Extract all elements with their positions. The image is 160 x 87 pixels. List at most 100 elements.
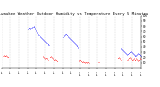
Point [80,60,83,62]
Point [55,60,58,61]
Point [137,53,140,54]
Point [128,57,131,59]
Point [32,25,35,27]
Point [4,56,6,57]
Point [126,59,128,61]
Point [47,44,50,46]
Point [134,56,137,57]
Point [126,59,129,60]
Point [86,61,88,63]
Point [34,28,37,29]
Point [121,48,123,50]
Point [39,36,42,37]
Point [2,55,5,57]
Point [77,46,79,48]
Point [76,46,79,47]
Point [7,57,9,58]
Point [123,51,126,52]
Point [139,58,142,59]
Point [30,27,33,28]
Point [69,38,72,40]
Point [79,59,81,60]
Point [49,56,52,58]
Point [51,57,54,59]
Point [6,56,9,58]
Point [68,37,71,39]
Point [84,61,87,62]
Point [71,40,73,41]
Point [42,57,45,58]
Point [79,59,82,61]
Point [50,56,53,58]
Point [46,59,49,60]
Point [128,52,131,53]
Point [132,53,134,54]
Point [84,62,86,63]
Point [70,39,72,40]
Point [3,55,6,57]
Point [40,37,43,39]
Point [74,44,77,45]
Point [122,50,125,51]
Point [84,61,87,63]
Point [128,52,131,53]
Point [29,28,31,29]
Point [135,58,137,60]
Point [50,56,52,57]
Point [135,58,138,59]
Point [5,55,8,57]
Point [118,57,120,59]
Point [134,59,137,60]
Point [132,54,135,55]
Point [128,57,131,58]
Point [134,55,136,57]
Point [138,59,140,61]
Point [49,57,51,58]
Point [68,36,70,38]
Point [136,54,139,55]
Point [28,27,30,28]
Point [33,26,35,27]
Point [85,61,88,63]
Point [76,45,78,47]
Point [121,49,124,50]
Point [127,53,130,54]
Point [81,61,84,63]
Point [75,44,77,46]
Point [37,33,39,35]
Point [45,57,47,59]
Point [131,53,134,54]
Point [120,47,122,49]
Point [48,45,50,46]
Point [138,53,140,54]
Point [139,58,141,60]
Point [130,59,133,60]
Point [139,55,142,56]
Point [133,55,136,56]
Point [132,58,134,60]
Point [66,34,68,36]
Point [63,35,65,37]
Point [83,61,85,62]
Point [138,59,141,60]
Point [80,61,83,62]
Point [82,61,84,62]
Point [40,36,42,38]
Point [38,35,41,36]
Point [62,36,65,37]
Point [124,53,127,54]
Point [31,26,33,28]
Point [46,43,49,45]
Point [37,34,40,36]
Point [132,58,135,59]
Point [130,52,133,53]
Point [129,51,132,52]
Point [66,35,69,36]
Point [71,41,74,42]
Point [47,44,49,45]
Point [64,34,66,36]
Point [53,59,56,61]
Point [118,58,121,59]
Point [67,36,70,37]
Point [46,58,48,60]
